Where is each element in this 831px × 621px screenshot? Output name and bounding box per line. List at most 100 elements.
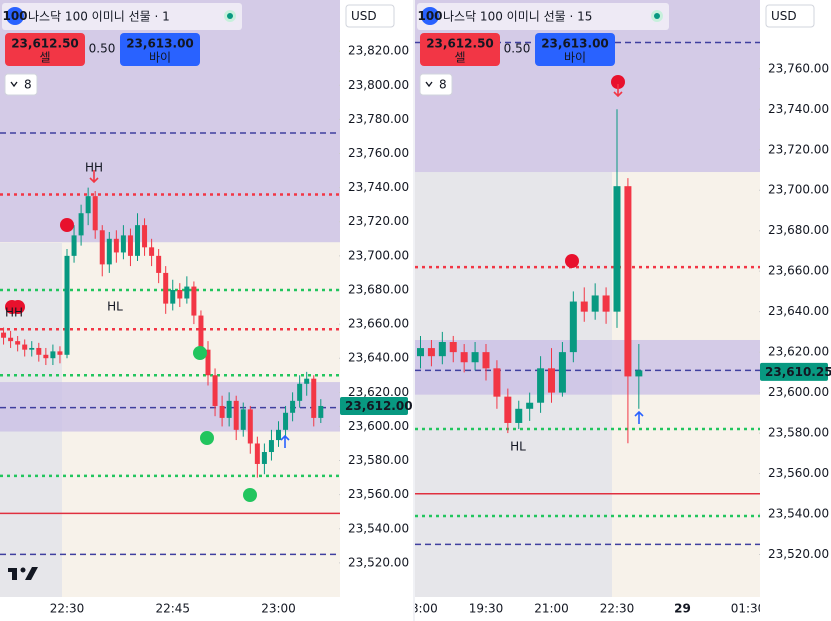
- candle-body: [290, 400, 296, 413]
- candle-body: [198, 315, 204, 350]
- candle-body: [106, 238, 112, 265]
- x-tick-label: 29: [674, 602, 691, 616]
- chevron: [10, 81, 18, 88]
- status-dot: [654, 13, 660, 19]
- candle-body: [493, 368, 501, 397]
- sell-label: 셀: [39, 51, 50, 65]
- x-axis: 18:00 19:30 21:00 22:30 29 01:30: [403, 602, 766, 616]
- candle-body: [482, 352, 490, 369]
- candle-body: [261, 452, 267, 464]
- symbol-badge: [421, 7, 439, 25]
- swing-label: HH: [5, 306, 23, 320]
- candle-body: [537, 368, 545, 403]
- candle-body: [526, 402, 534, 409]
- candle-body: [233, 400, 239, 430]
- candle-body: [99, 230, 105, 265]
- candle-body: [635, 370, 643, 377]
- x-tick-label: 23:00: [261, 602, 296, 616]
- candle-body: [240, 409, 246, 430]
- buy-button[interactable]: [120, 33, 200, 66]
- buy-price: 23,613.00: [126, 37, 194, 51]
- sell-price: 23,612.50: [426, 37, 494, 51]
- candle-body: [184, 286, 190, 299]
- x-tick-label: 18:00: [403, 602, 438, 616]
- candle-body: [569, 301, 577, 353]
- zone: [0, 382, 340, 432]
- tv-logo: [8, 567, 38, 580]
- candle-body: [591, 295, 599, 312]
- signal-dot: [243, 488, 257, 502]
- indicator-toggle[interactable]: [419, 73, 453, 96]
- y-tick-label: 23,580.00: [768, 426, 829, 440]
- candle-body: [127, 235, 133, 256]
- y-tick-label: 23,620.00: [348, 385, 409, 399]
- x-tick-label: 01:30: [731, 602, 766, 616]
- candle-body: [226, 400, 232, 418]
- y-tick-label: 23,720.00: [348, 214, 409, 228]
- candle-body: [624, 186, 632, 377]
- sell-button[interactable]: [5, 33, 85, 66]
- y-tick-label: 23,600.00: [348, 419, 409, 433]
- candle-body: [8, 337, 14, 342]
- chart-title: 나스닥 100 이미니 선물 · 1: [28, 10, 170, 24]
- y-tick-label: 23,700.00: [348, 248, 409, 262]
- header-bg: [2, 3, 242, 30]
- signal-arrow: [613, 84, 623, 98]
- candle-body: [50, 351, 56, 359]
- sell-price: 23,612.50: [11, 37, 79, 51]
- candle-body: [1, 332, 7, 338]
- y-tick-label: 23,800.00: [348, 78, 409, 92]
- y-tick-label: 23,540.00: [348, 521, 409, 535]
- y-tick-label: 23,820.00: [348, 44, 409, 58]
- candle-body: [297, 383, 303, 401]
- x-tick-label: 22:30: [50, 602, 85, 616]
- y-tick-label: 23,720.00: [768, 142, 829, 156]
- candle-body: [283, 412, 289, 430]
- indicator-toggle[interactable]: [4, 73, 38, 96]
- candle-body: [471, 352, 479, 363]
- chevron: [425, 81, 433, 88]
- symbol-badge-text: 100: [2, 9, 27, 23]
- signal-dot: [193, 346, 207, 360]
- y-tick-label: 23,760.00: [768, 61, 829, 75]
- x-axis: 22:30 22:45 23:00: [50, 602, 296, 616]
- last-price-box: [760, 362, 828, 381]
- candle-body: [57, 351, 63, 355]
- candle-body: [548, 368, 555, 393]
- candle-body: [602, 295, 610, 312]
- buy-button[interactable]: [535, 33, 615, 66]
- candle-body: [177, 289, 183, 299]
- y-tick-label: 23,580.00: [348, 453, 409, 467]
- y-tick-label: 23,540.00: [768, 507, 829, 521]
- y-tick-label: 23,760.00: [348, 146, 409, 160]
- signal-dot: [565, 254, 579, 268]
- spread: 0.50: [89, 42, 116, 56]
- zone: [415, 339, 760, 395]
- candle-body: [78, 213, 84, 236]
- sell-button[interactable]: [420, 33, 500, 66]
- x-tick-label: 22:45: [155, 602, 190, 616]
- x-tick-label: 22:30: [600, 602, 635, 616]
- candle-body: [460, 352, 468, 363]
- candle-body: [43, 354, 49, 359]
- candle-body: [85, 196, 91, 214]
- candle-body: [268, 440, 274, 453]
- currency-select[interactable]: [345, 4, 395, 28]
- signal-arrow: [634, 410, 644, 424]
- currency-select[interactable]: [765, 4, 815, 28]
- buy-price: 23,613.00: [541, 37, 609, 51]
- candle-body: [163, 272, 169, 304]
- candle-body: [613, 186, 621, 312]
- candle-body: [36, 347, 42, 355]
- y-tick-label: 23,680.00: [348, 282, 409, 296]
- candle-body: [29, 347, 35, 350]
- candle-body: [558, 352, 566, 393]
- header-bg: [417, 3, 669, 30]
- x-tick-label: 21:00: [534, 602, 569, 616]
- candle-body: [417, 348, 424, 357]
- candle-body: [205, 349, 211, 376]
- signal-dot: [11, 300, 25, 314]
- candle-body: [504, 396, 512, 423]
- signal-dot: [60, 218, 74, 232]
- y-tick-label: 23,660.00: [348, 317, 409, 331]
